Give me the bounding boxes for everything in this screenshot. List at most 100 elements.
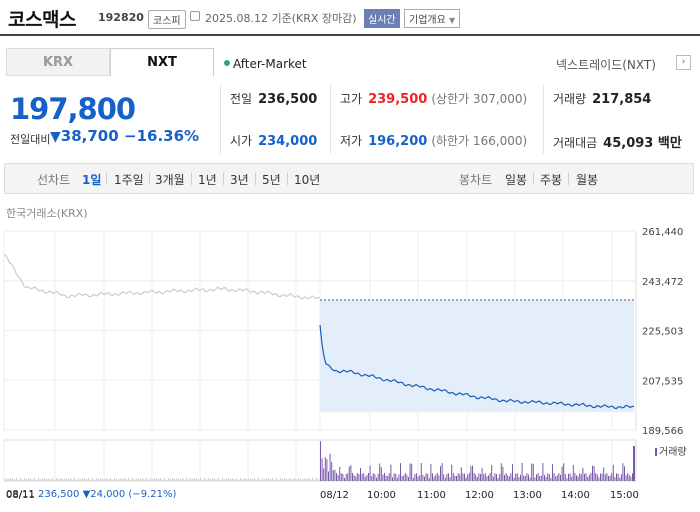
volume-bar xyxy=(248,478,250,481)
volume-bar xyxy=(521,463,523,481)
volume-bar xyxy=(186,478,188,481)
stat-amount-label: 거래대금 xyxy=(553,136,598,150)
volume-bar xyxy=(92,478,94,481)
candle-monthly[interactable]: 월봉 xyxy=(576,173,599,187)
period-10y[interactable]: 10년 xyxy=(294,173,321,187)
volume-bar xyxy=(553,473,555,481)
volume-bar xyxy=(272,478,274,481)
volume-bar xyxy=(304,478,306,481)
volume-bar xyxy=(212,478,214,481)
volume-bar xyxy=(4,479,6,481)
volume-bar xyxy=(292,479,294,481)
volume-bar xyxy=(526,473,528,481)
volume-bar xyxy=(266,478,268,481)
volume-bar xyxy=(416,473,417,481)
volume-bar xyxy=(417,476,419,481)
volume-bar xyxy=(58,479,60,481)
x-axis: 08/12 10:00 11:00 12:00 13:00 14:00 15:00 08/11 xyxy=(6,490,639,501)
volume-bar xyxy=(336,473,337,481)
volume-bar xyxy=(516,473,518,481)
volume-bar xyxy=(198,479,200,481)
volume-bar xyxy=(252,479,254,481)
volume-bar xyxy=(78,478,80,481)
volume-bar xyxy=(14,479,16,481)
divider xyxy=(223,173,224,185)
volume-bar xyxy=(473,473,475,481)
volume-bar xyxy=(366,474,368,481)
prev-day-summary: 08/11 236,500 ▼24,000 (−9.21%) xyxy=(6,489,176,500)
volume-bar xyxy=(408,476,409,481)
volume-bar xyxy=(20,478,22,481)
volume-bar xyxy=(436,473,438,481)
volume-bar xyxy=(340,473,342,481)
candle-daily[interactable]: 일봉 xyxy=(505,173,528,187)
volume-bar xyxy=(82,478,84,481)
x-tick-label: 14:00 xyxy=(561,490,590,501)
volume-bar xyxy=(100,478,102,481)
volume-bar xyxy=(489,473,491,481)
volume-bar xyxy=(48,478,50,481)
volume-bar xyxy=(360,468,361,481)
nxt-link[interactable]: 넥스트레이드(NXT) › xyxy=(556,55,691,73)
realtime-button[interactable]: 실시간 xyxy=(364,9,400,28)
period-1y[interactable]: 1년 xyxy=(198,173,217,187)
period-1w[interactable]: 1주일 xyxy=(114,173,144,187)
corp-info-dropdown[interactable]: 기업개요 ▼ xyxy=(404,9,461,28)
volume-bar xyxy=(268,478,270,481)
clock-icon xyxy=(190,11,200,21)
volume-bar xyxy=(355,476,357,481)
volume-bar xyxy=(148,479,150,481)
candle-weekly[interactable]: 주봉 xyxy=(540,173,563,187)
volume-bar xyxy=(90,479,92,481)
stock-header: 코스맥스 192820 코스피 2025.08.12 기준(KRX 장마감) 실… xyxy=(0,0,700,36)
volume-bar xyxy=(345,474,347,481)
line-chart-label: 선차트 xyxy=(37,173,71,187)
divider xyxy=(568,173,569,185)
volume-bar xyxy=(435,474,437,481)
volume-bar xyxy=(628,475,630,481)
volume-bar xyxy=(112,479,114,481)
period-5y[interactable]: 5년 xyxy=(262,173,281,187)
period-1d[interactable]: 1일 xyxy=(82,173,102,187)
volume-bar xyxy=(126,479,128,481)
volume-bar xyxy=(130,479,132,481)
stat-lower-limit: (하한가 166,000) xyxy=(431,134,528,148)
volume-bar xyxy=(124,478,126,481)
volume-bar xyxy=(102,478,104,481)
volume-bar xyxy=(542,463,544,481)
y-tick-label: 225,503 xyxy=(642,327,683,338)
volume-bar xyxy=(150,478,152,481)
volume-bar xyxy=(88,478,90,481)
volume-bar xyxy=(138,478,140,481)
x-tick-label: 08/12 xyxy=(320,490,349,501)
volume-bar xyxy=(140,478,142,481)
volume-bar xyxy=(86,479,88,481)
period-3m[interactable]: 3개월 xyxy=(155,173,185,187)
volume-bar xyxy=(352,473,353,481)
volume-bar xyxy=(162,479,164,481)
volume-bar xyxy=(449,477,451,481)
series-line-prev-day xyxy=(3,253,321,300)
volume-bar xyxy=(22,479,24,481)
volume-bar xyxy=(633,446,635,481)
period-3y[interactable]: 3년 xyxy=(230,173,249,187)
chevron-right-icon[interactable]: › xyxy=(676,55,691,70)
volume-bar xyxy=(348,466,350,481)
volume-bar xyxy=(258,478,260,481)
volume-bar xyxy=(250,478,252,481)
volume-bar xyxy=(424,476,425,481)
volume-bar xyxy=(276,478,278,481)
volume-bar xyxy=(590,473,592,481)
volume-bar xyxy=(244,478,246,481)
volume-bar xyxy=(358,474,360,481)
divider xyxy=(220,84,221,154)
volume-bar xyxy=(298,478,300,481)
tab-nxt[interactable]: NXT xyxy=(110,48,214,76)
volume-bar xyxy=(457,473,459,481)
volume-bar xyxy=(475,474,477,481)
volume-bar xyxy=(108,479,110,481)
tab-krx[interactable]: KRX xyxy=(6,48,110,76)
volume-bar xyxy=(202,479,204,481)
volume-bar xyxy=(603,467,605,481)
